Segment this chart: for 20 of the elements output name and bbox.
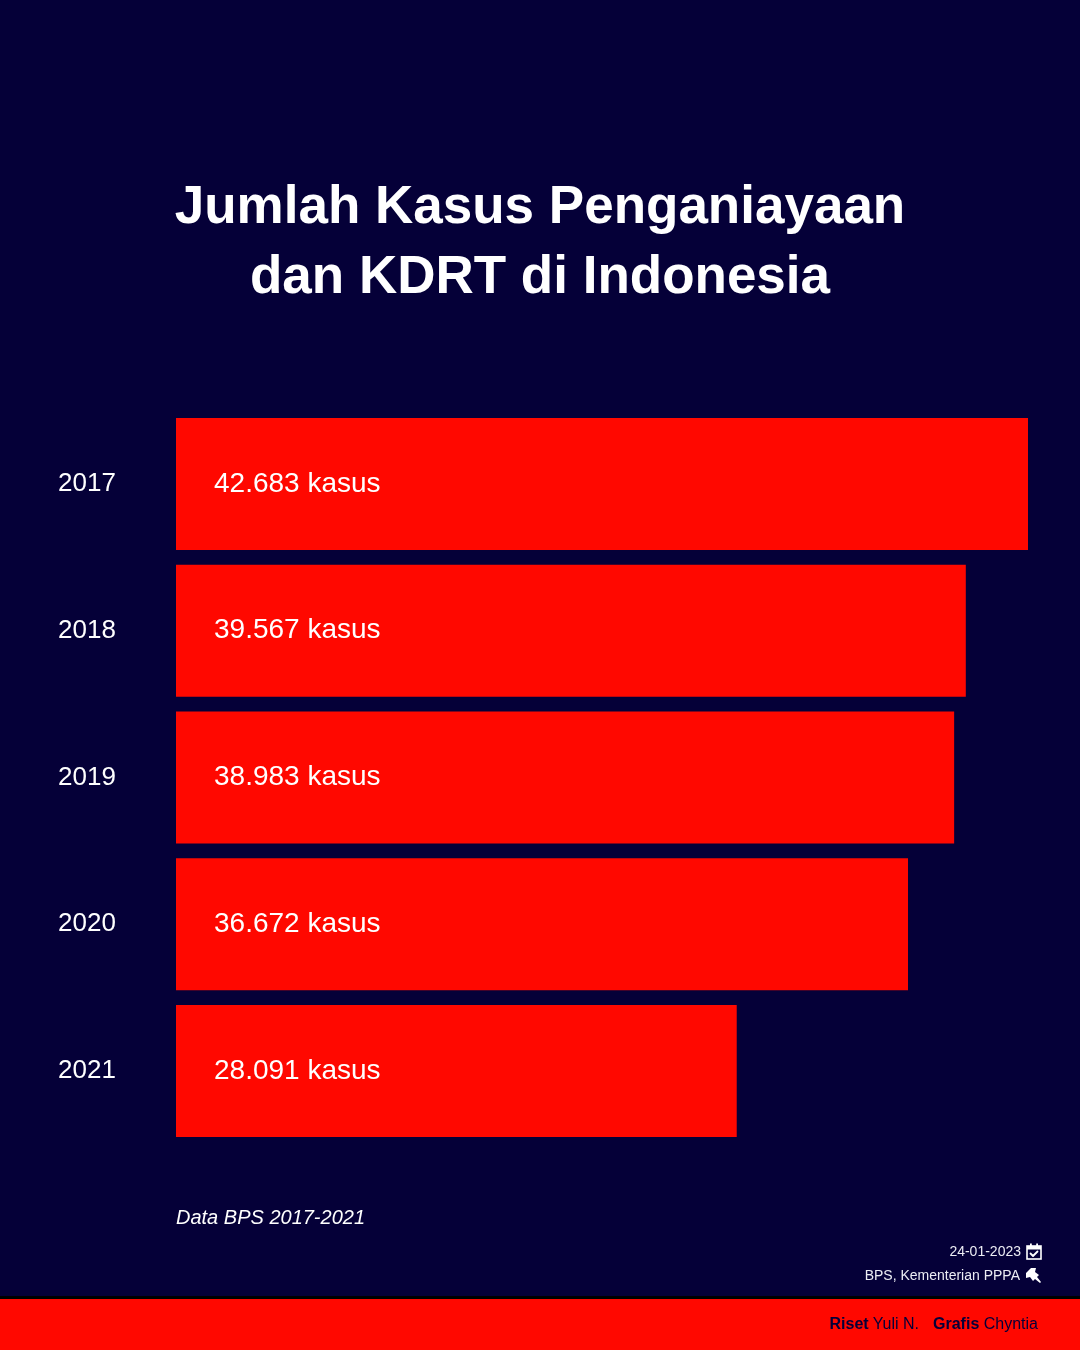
text: 24-01-2023: [949, 1242, 1021, 1260]
bar: [176, 564, 966, 697]
bar: [176, 858, 909, 991]
data-label: 42.683 kasus: [214, 466, 381, 498]
bar: [176, 417, 1028, 551]
y-tick-label: 2021: [58, 1054, 116, 1085]
y-tick-label: 2019: [58, 760, 116, 791]
text: Data BPS 2017-2021: [176, 1205, 366, 1230]
y-tick-label: 2020: [58, 907, 116, 938]
bar: [176, 711, 955, 844]
y-tick-label: 2017: [58, 467, 116, 498]
data-label: 38.983 kasus: [214, 760, 381, 792]
y-tick-label: 2018: [58, 613, 116, 644]
data-label: 39.567 kasus: [214, 613, 381, 645]
footer-panel: Riset Yuli N. Grafis Chyntia: [0, 1296, 1080, 1350]
bar: [176, 1004, 737, 1138]
data-label: 28.091 kasus: [214, 1053, 381, 1085]
text: BPS, Kementerian PPPA: [864, 1266, 1020, 1284]
data-label: 36.672 kasus: [214, 906, 381, 938]
chart-title: Jumlah Kasus Penganiayaan dan KDRT di Indonesia: [173, 174, 907, 306]
